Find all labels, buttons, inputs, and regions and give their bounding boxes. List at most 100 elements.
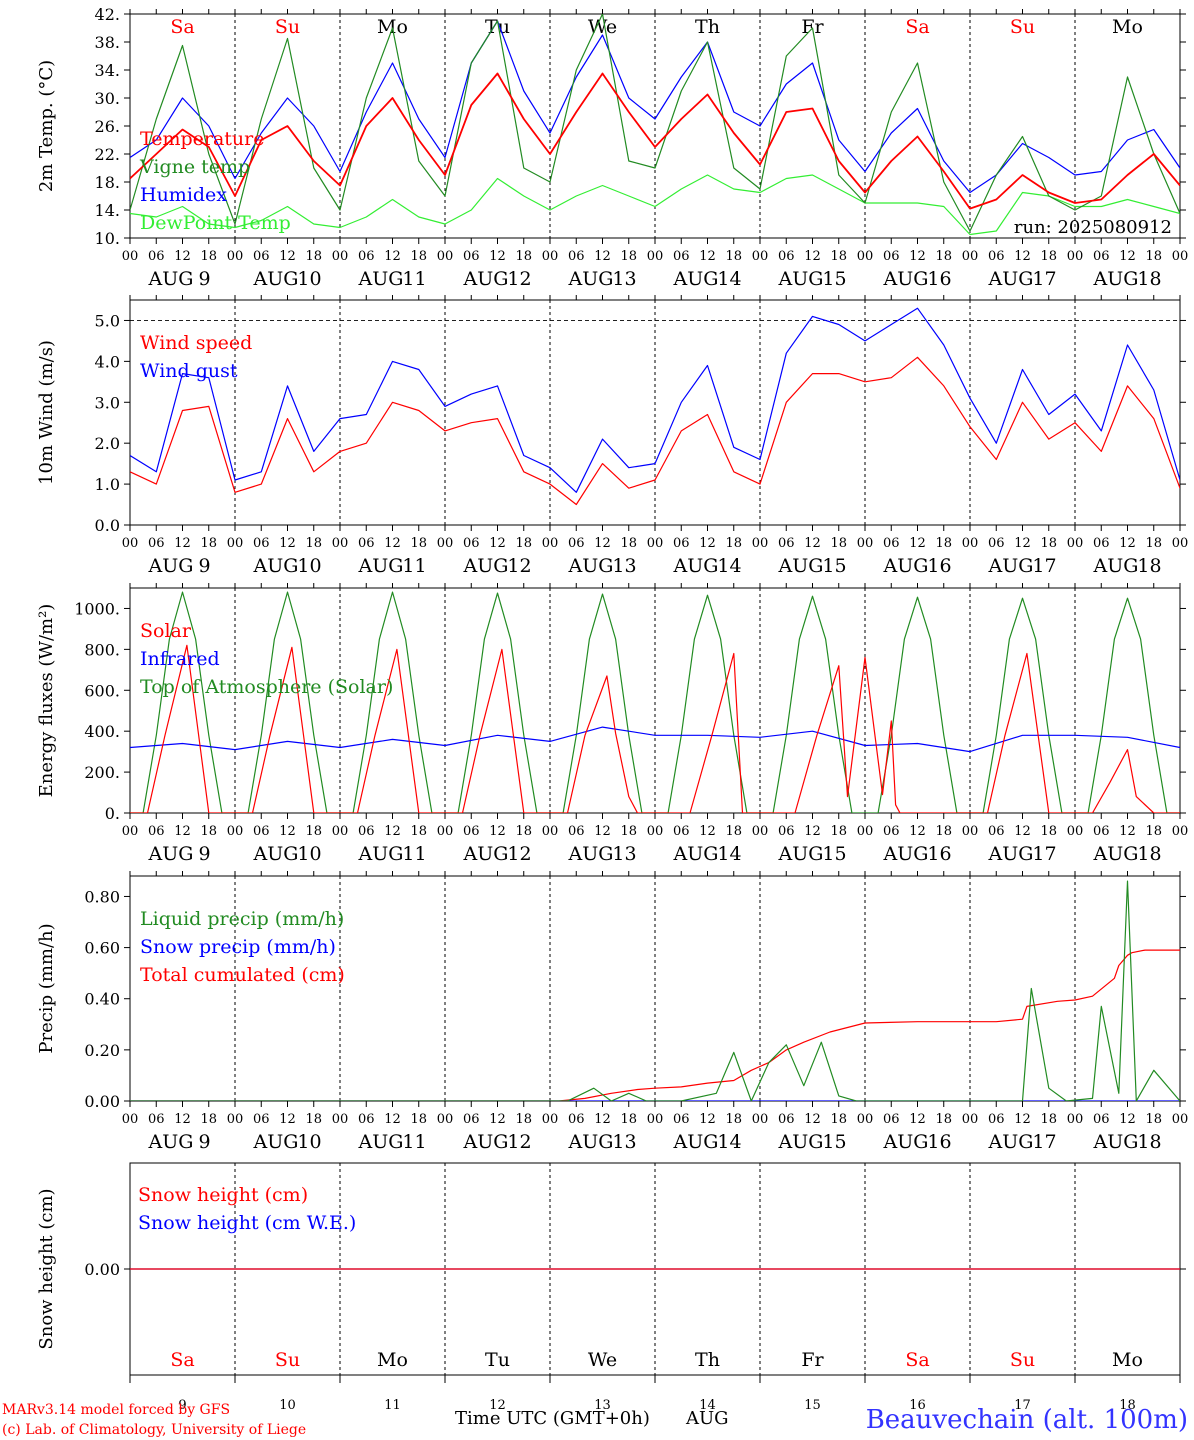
month-label: AUG	[778, 843, 824, 865]
month-label: AUG	[673, 843, 719, 865]
month-label: AUG	[883, 268, 929, 290]
hour-tick-label: 06	[883, 536, 900, 551]
day-number-label: 9	[198, 555, 210, 577]
hour-tick-label: 06	[778, 536, 795, 551]
y-tick-label: 800.	[84, 640, 120, 659]
hour-tick-label: 18	[410, 536, 427, 551]
month-label: AUG	[988, 268, 1034, 290]
hour-tick-label: 18	[935, 249, 952, 264]
series-group	[130, 880, 1180, 1101]
month-label: AUG	[1093, 843, 1139, 865]
hour-tick-label: 18	[1040, 249, 1057, 264]
hour-tick-label: 18	[620, 1112, 637, 1127]
time-axis-label: Time UTC (GMT+0h)	[455, 1408, 650, 1429]
hour-tick-label: 18	[305, 249, 322, 264]
y-tick-label: 200.	[84, 763, 120, 782]
day-number-label: 14	[717, 268, 741, 290]
day-number-label: 13	[612, 555, 636, 577]
hour-tick-label: 06	[1093, 824, 1110, 839]
hour-tick-label: 12	[279, 824, 296, 839]
day-number-label: 16	[927, 843, 951, 865]
hour-tick-label: 00	[542, 536, 559, 551]
hour-tick-label: 12	[699, 1112, 716, 1127]
hour-tick-label: 06	[148, 249, 165, 264]
y-tick-label: 4.0	[95, 352, 120, 371]
weekday-label: Sa	[170, 1349, 194, 1371]
hour-tick-label: 18	[305, 1112, 322, 1127]
hour-tick-label: 00	[437, 824, 454, 839]
hour-tick-label: 00	[962, 249, 979, 264]
legend-entry: Vigne temp	[139, 156, 250, 178]
day-number-label: 14	[717, 843, 741, 865]
weekday-label: Su	[1010, 16, 1035, 38]
hour-tick-label: 00	[1172, 536, 1189, 551]
hour-tick-label: 12	[909, 536, 926, 551]
hour-tick-label: 00	[1172, 1112, 1189, 1127]
hour-tick-label: 12	[699, 824, 716, 839]
hour-tick-label: 00	[1172, 249, 1189, 264]
hour-tick-label: 00	[1067, 249, 1084, 264]
day-number-label: 14	[717, 555, 741, 577]
legend-entry: Temperature	[140, 128, 264, 150]
hour-tick-label: 18	[200, 1112, 217, 1127]
day-number-label: 10	[279, 1398, 296, 1413]
day-number-label: 10	[297, 843, 321, 865]
month-label: AUG	[778, 555, 824, 577]
hour-tick-label: 18	[1145, 1112, 1162, 1127]
hour-tick-label: 12	[804, 1112, 821, 1127]
hour-tick-label: 06	[883, 1112, 900, 1127]
weekday-label: Sa	[905, 1349, 929, 1371]
y-tick-label: 0.	[105, 804, 120, 823]
hour-tick-label: 18	[830, 824, 847, 839]
hour-tick-label: 06	[778, 1112, 795, 1127]
y-axis-label: Energy fluxes (W/m²)	[36, 604, 57, 798]
hour-tick-label: 12	[174, 249, 191, 264]
day-number-label: 11	[402, 555, 426, 577]
y-tick-label: 0.60	[84, 939, 120, 958]
day-number-label: 9	[178, 1398, 186, 1413]
weekday-label: We	[588, 16, 617, 38]
weekday-label: Mo	[1112, 16, 1143, 38]
hour-tick-label: 06	[988, 249, 1005, 264]
month-label: AUG	[673, 1131, 719, 1153]
day-number-label: 17	[1032, 268, 1056, 290]
day-number-label: 16	[909, 1398, 926, 1413]
hour-tick-label: 06	[358, 249, 375, 264]
hour-tick-label: 00	[857, 824, 874, 839]
day-number-label: 18	[1137, 555, 1161, 577]
day-number-label: 18	[1137, 843, 1161, 865]
hour-tick-label: 18	[935, 536, 952, 551]
hour-tick-label: 00	[122, 824, 139, 839]
day-number-label: 13	[594, 1398, 611, 1413]
hour-tick-label: 06	[883, 824, 900, 839]
day-number-label: 15	[804, 1398, 821, 1413]
month-label: AUG	[988, 555, 1034, 577]
hour-tick-label: 06	[1093, 1112, 1110, 1127]
hour-tick-label: 12	[174, 536, 191, 551]
hour-tick-label: 18	[620, 824, 637, 839]
hour-tick-label: 12	[594, 824, 611, 839]
weekday-label: Su	[1010, 1349, 1035, 1371]
hour-tick-label: 18	[725, 249, 742, 264]
legend-entry: Snow height (cm W.E.)	[138, 1212, 356, 1234]
hour-tick-label: 12	[384, 1112, 401, 1127]
hour-tick-label: 12	[279, 249, 296, 264]
hour-tick-label: 18	[515, 536, 532, 551]
hour-tick-label: 12	[489, 536, 506, 551]
month-label: AUG	[358, 1131, 404, 1153]
day-number-label: 17	[1032, 555, 1056, 577]
month-label: AUG	[883, 843, 929, 865]
month-label: AUG	[988, 843, 1034, 865]
hour-tick-label: 06	[568, 1112, 585, 1127]
hour-tick-label: 06	[253, 1112, 270, 1127]
y-tick-label: 0.40	[84, 990, 120, 1009]
weekday-label: Fr	[801, 1349, 824, 1371]
month-label: AUG	[148, 268, 194, 290]
month-label: AUG	[253, 843, 299, 865]
hour-tick-label: 06	[463, 249, 480, 264]
series-line-liquid-precip-mm-h-	[130, 880, 1180, 1101]
day-number-label: 17	[1032, 1131, 1056, 1153]
series-line-infrared	[130, 726, 1180, 753]
series-line-humidex	[130, 20, 1180, 194]
